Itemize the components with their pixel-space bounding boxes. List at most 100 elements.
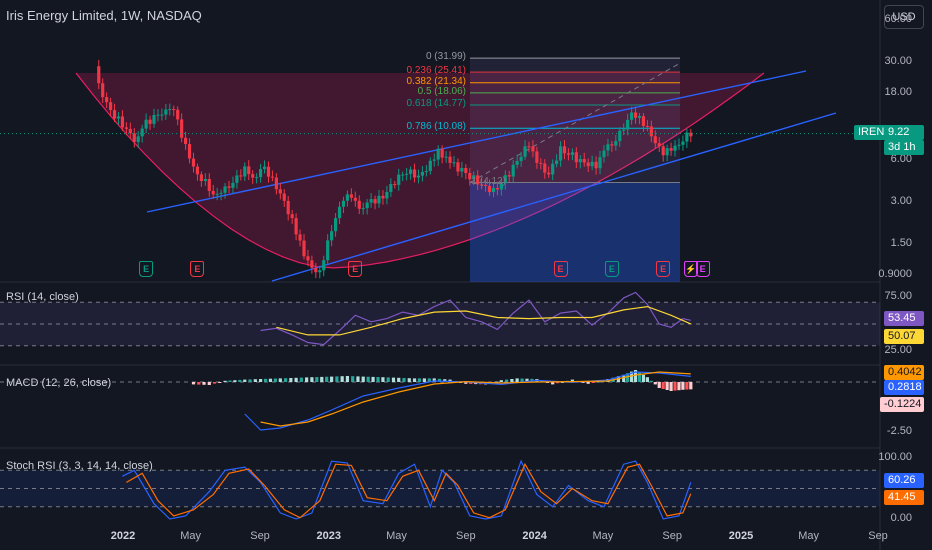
macd-axis-tick: -2.50 [886,425,912,437]
candle-body [258,169,263,178]
macd-histogram-bar [689,382,693,390]
candle-body [180,119,184,138]
macd-histogram-bar [657,382,661,388]
candle-body [148,119,152,124]
candle-body [191,158,196,167]
macd-histogram-bar [381,377,385,382]
symbol-tag-badge: IREN [854,124,889,140]
macd-histogram-bar [243,379,247,382]
macd-histogram-bar [310,377,314,382]
macd-histogram-bar [494,381,498,383]
candle-body [251,174,255,178]
candle-body [266,166,271,177]
candle-body [637,116,642,118]
candle-body [685,132,689,142]
candle-body [306,256,310,261]
macd-histogram-bar [223,380,227,382]
candle-body [405,173,409,175]
time-axis-tick: 2023 [316,530,342,542]
macd-histogram-bar [681,382,685,390]
macd-histogram-bar [371,376,375,382]
macd-histogram-bar [545,382,550,383]
cup-arc [75,72,765,269]
countdown-badge: 3d 1h [884,139,924,155]
candle-body [144,119,148,129]
candle-body [614,141,618,146]
candle-body [361,208,365,210]
candle-body [262,166,267,170]
candle-body [622,129,626,131]
rsi-rsi-based-ma-line [276,305,692,336]
candle-body [673,145,677,151]
macd-histogram-bar [633,370,638,382]
rsi-axis-tick: 25.00 [884,344,912,357]
cup-fill [76,73,764,268]
candle-body [377,195,381,204]
time-axis-tick: Sep [456,530,476,542]
stoch-k-badge: 60.26 [884,473,924,489]
candle-body [566,153,571,155]
earnings-marker-icon: E [604,261,619,277]
price-axis-tick: 6.00 [890,152,912,165]
candle-body [353,197,357,201]
candle-body [503,175,507,184]
candle-body [176,109,180,120]
candle-body [337,206,342,219]
candle-body [152,114,156,124]
time-axis-tick: May [798,530,820,542]
time-axis-tick: 2025 [728,530,754,542]
channel-lower-line [271,112,837,282]
candle-body [278,189,282,194]
candle-body [432,159,436,161]
candle-body [247,166,251,175]
fib-level-label: 0.382 (21.34) [406,75,467,87]
macd-histogram-bar [320,376,324,382]
macd-histogram-bar [397,377,401,382]
macd-histogram-bar [386,377,390,382]
candle-body [187,144,192,159]
macd-histogram-bar [560,382,565,383]
macd-histogram-bar [191,382,196,385]
candle-body [132,133,136,142]
candle-body [282,193,286,201]
macd-pane-title: MACD (12, 26, close) [6,377,112,389]
candle-body [298,234,302,241]
candle-body [689,132,693,137]
macd-histogram-bar [345,376,350,382]
time-axis-tick: Sep [662,530,682,542]
stoch-axis-tick: 100.00 [878,451,912,464]
candle-body [160,114,164,116]
candle-body [373,199,377,204]
stoch-pct-k-line [122,459,692,520]
macd-histogram-bar [417,378,422,382]
macd-histogram-bar [596,381,600,383]
candle-body [183,137,188,145]
macd-histogram-bar [356,376,360,382]
candle-body [598,157,602,169]
candle-body [511,164,515,177]
macd-histogram-bar [626,373,630,382]
candle-body [480,184,484,186]
candle-body [420,171,425,176]
price-axis-tick: 60.00 [884,12,912,25]
macd-histogram-bar [335,376,339,382]
macd-histogram-bar [464,382,468,384]
candle-body [618,130,622,142]
macd-histogram-bar [212,382,217,384]
macd-histogram-bar [630,371,634,382]
candle-body [586,162,590,167]
macd-histogram-bar [412,378,417,382]
currency-button[interactable]: USD [884,5,924,29]
candle-body [669,148,673,151]
macd-histogram-bar [248,379,252,382]
candle-body [610,144,614,146]
macd-histogram-bar [556,382,560,384]
candle-body [341,200,346,207]
macd-histogram-bar [351,376,355,382]
candle-body [333,218,338,232]
candle-body [630,112,634,120]
channel-upper-line [146,70,807,213]
candle-body [681,141,685,145]
candle-body [653,136,657,144]
